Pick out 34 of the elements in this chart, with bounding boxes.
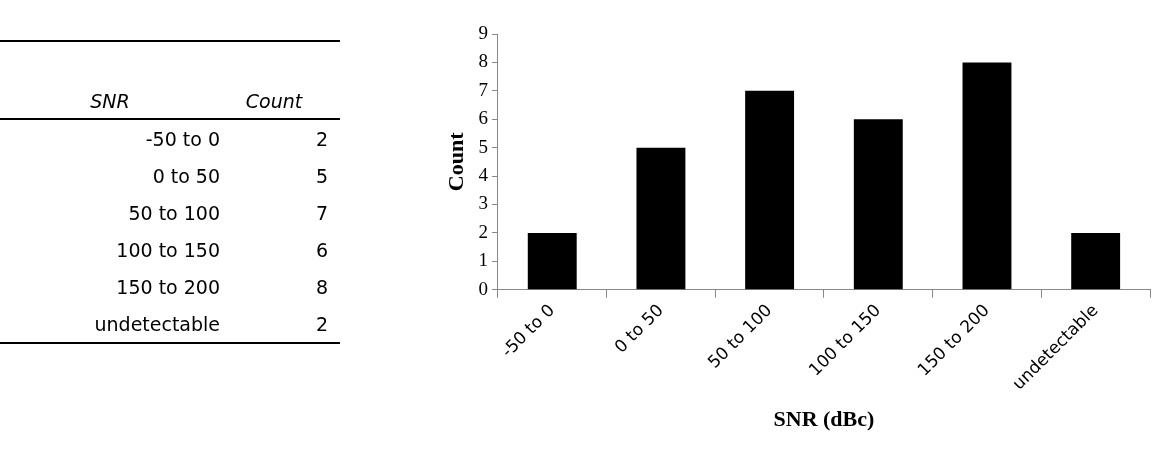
y-tick-label: 3 xyxy=(478,192,488,214)
category-label: 50 to 100 xyxy=(127,200,221,226)
text: Count xyxy=(244,89,304,114)
text: 2 xyxy=(315,312,328,335)
bar xyxy=(745,90,795,290)
category-label: 100 to 150 xyxy=(115,237,221,263)
x-tick-label: -50 to 0 xyxy=(497,299,559,361)
y-tick-label: 2 xyxy=(478,220,488,242)
category-label: 0 to 50 xyxy=(151,163,221,189)
x-tick-label: 100 to 150 xyxy=(804,299,885,380)
category-label: 150 to 200 xyxy=(115,274,221,300)
y-tick-label: 8 xyxy=(478,50,488,72)
x-axis-title: SNR (dBc) xyxy=(773,406,875,432)
text: 7 xyxy=(315,201,328,224)
y-tick-label: 0 xyxy=(478,277,488,299)
y-tick-label: 9 xyxy=(478,21,488,43)
y-tick-label: 5 xyxy=(478,135,488,157)
x-tick-label: 0 to 50 xyxy=(610,299,667,357)
category-label: -50 to 0 xyxy=(144,126,221,152)
bar xyxy=(527,232,577,290)
text: 8 xyxy=(315,275,328,298)
y-tick-label: 7 xyxy=(478,78,488,100)
bar xyxy=(962,62,1012,290)
y-tick-label: 4 xyxy=(478,164,489,186)
text: 6 xyxy=(315,238,328,261)
y-tick-label: 6 xyxy=(478,107,488,129)
bar xyxy=(853,119,903,290)
text: 5 xyxy=(315,164,328,187)
y-axis-title: Count xyxy=(442,131,468,192)
bar xyxy=(636,147,686,290)
bar xyxy=(1071,232,1121,290)
y-tick-label: 1 xyxy=(478,249,488,271)
text: SNR xyxy=(89,89,131,114)
text: 2 xyxy=(315,127,328,150)
